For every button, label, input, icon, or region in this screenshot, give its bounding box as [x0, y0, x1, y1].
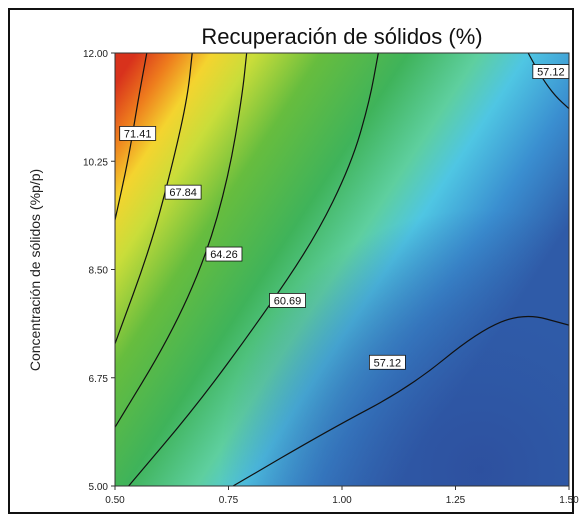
x-tick-label: 1.25 — [446, 495, 466, 506]
contour-label-text: 60.69 — [274, 295, 302, 307]
contour-label-4: 57.12 — [368, 354, 406, 370]
contour-label-box — [164, 184, 202, 200]
contour-label-5: 57.12 — [532, 64, 570, 79]
contour-label-text: 57.12 — [374, 357, 402, 369]
contour-line-2 — [115, 53, 248, 428]
y-tick-label: 6.75 — [89, 374, 109, 385]
x-tick-label: 0.75 — [219, 495, 239, 506]
y-tick-label: 5.00 — [89, 482, 109, 493]
chart-frame — [8, 8, 574, 514]
contour-label-text: 71.41 — [124, 128, 152, 140]
contour-label-box — [368, 354, 406, 370]
contour-label-3: 60.69 — [269, 293, 306, 308]
x-tick-label: 0.50 — [105, 495, 125, 506]
contour-line-3 — [128, 53, 379, 486]
contour-label-2: 64.26 — [205, 246, 243, 262]
contour-label-0: 71.41 — [119, 126, 157, 141]
contour-line-0 — [115, 53, 148, 221]
y-tick-label: 12.00 — [83, 49, 108, 60]
contour-label-box — [119, 126, 157, 141]
contour-label-1: 67.84 — [164, 184, 202, 200]
y-tick-label: 8.50 — [89, 266, 109, 277]
x-tick-label: 1.50 — [559, 495, 579, 506]
contour-label-text: 67.84 — [169, 187, 197, 199]
contour-label-box — [532, 64, 570, 79]
chart-title: Recuperación de sólidos (%) — [201, 24, 482, 49]
x-tick-label: 1.00 — [332, 495, 352, 506]
contour-label-text: 64.26 — [210, 249, 238, 261]
contour-shade — [115, 53, 569, 486]
contour-label-box — [205, 246, 243, 262]
contour-line-4 — [232, 315, 569, 486]
contour-label-box — [269, 293, 306, 308]
y-axis-label: Concentración de sólidos (%p/p) — [27, 169, 43, 371]
y-tick-label: 10.25 — [83, 157, 108, 168]
contour-label-text: 57.12 — [537, 67, 565, 79]
contour-line-1 — [115, 53, 193, 344]
